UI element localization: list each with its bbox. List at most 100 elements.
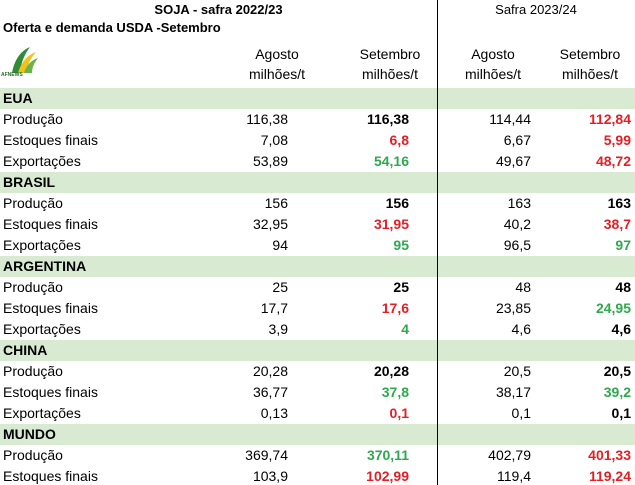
table-row: Estoques finais 103,9 102,99 119,4 119,24 — [0, 466, 635, 485]
value-sep-2223: 116,38 — [366, 111, 409, 127]
col-header-sep-2324: Setembro milhões/t — [559, 46, 621, 82]
row-label: Exportações — [3, 237, 81, 253]
table-row: Produção 156 156 163 163 — [0, 193, 635, 214]
value-aug-2324: 0,1 — [511, 405, 531, 421]
table-row: Exportações 53,89 54,16 49,67 48,72 — [0, 151, 635, 172]
title-right: Safra 2023/24 — [495, 2, 577, 17]
value-sep-2324: 4,6 — [611, 321, 631, 337]
row-label: Produção — [3, 279, 63, 295]
table-row: Estoques finais 7,08 6,8 6,67 5,99 — [0, 130, 635, 151]
section-row: CHINA — [0, 340, 635, 361]
table-row: Produção 369,74 370,11 402,79 401,33 — [0, 445, 635, 466]
value-aug-2324: 23,85 — [495, 300, 531, 316]
value-aug-2223: 7,08 — [260, 132, 288, 148]
row-label: Produção — [3, 111, 63, 127]
table-row: Produção 20,28 20,28 20,5 20,5 — [0, 361, 635, 382]
col-header-aug-2324: Agosto milhões/t — [464, 46, 522, 82]
value-aug-2223: 103,9 — [252, 468, 288, 484]
value-aug-2223: 20,28 — [252, 363, 288, 379]
value-sep-2324: 24,95 — [595, 300, 631, 316]
value-aug-2223: 94 — [272, 237, 288, 253]
row-label: Produção — [3, 363, 63, 379]
value-sep-2324: 48,72 — [595, 153, 631, 169]
col-header-sep-2223: Setembro milhões/t — [359, 46, 421, 82]
value-aug-2324: 114,44 — [489, 111, 531, 127]
value-aug-2324: 4,6 — [511, 321, 531, 337]
section-row: ARGENTINA — [0, 256, 635, 277]
value-sep-2223: 4 — [401, 321, 409, 337]
section-row: BRASIL — [0, 172, 635, 193]
value-aug-2324: 163 — [507, 195, 531, 211]
table-row: Produção 25 25 48 48 — [0, 277, 635, 298]
value-aug-2324: 402,79 — [488, 447, 531, 463]
section-label: MUNDO — [3, 426, 56, 442]
section-row: MUNDO — [0, 424, 635, 445]
value-sep-2324: 20,5 — [603, 363, 631, 379]
value-sep-2223: 54,16 — [373, 153, 409, 169]
row-label: Estoques finais — [3, 216, 98, 232]
value-sep-2223: 95 — [393, 237, 409, 253]
row-label: Exportações — [3, 405, 81, 421]
row-label: Produção — [3, 195, 63, 211]
value-sep-2223: 156 — [385, 195, 409, 211]
value-sep-2324: 112,84 — [588, 111, 631, 127]
title-left: SOJA - safra 2022/23 — [154, 2, 283, 17]
value-aug-2223: 116,38 — [246, 111, 288, 127]
value-sep-2223: 37,8 — [381, 384, 409, 400]
row-label: Estoques finais — [3, 384, 98, 400]
value-aug-2324: 20,5 — [503, 363, 531, 379]
value-sep-2324: 48 — [615, 279, 631, 295]
value-sep-2223: 20,28 — [373, 363, 409, 379]
value-sep-2223: 6,8 — [389, 132, 409, 148]
value-sep-2324: 38,7 — [603, 216, 631, 232]
value-sep-2223: 370,11 — [366, 447, 409, 463]
value-sep-2324: 39,2 — [603, 384, 631, 400]
value-sep-2324: 119,24 — [588, 468, 631, 484]
value-aug-2324: 6,67 — [503, 132, 531, 148]
row-label: Produção — [3, 447, 63, 463]
table-row: Estoques finais 17,7 17,6 23,85 24,95 — [0, 298, 635, 319]
value-aug-2223: 32,95 — [252, 216, 288, 232]
value-sep-2223: 31,95 — [373, 216, 409, 232]
section-label: EUA — [3, 90, 33, 106]
row-label: Exportações — [3, 321, 81, 337]
value-aug-2223: 36,77 — [252, 384, 288, 400]
value-sep-2324: 163 — [607, 195, 631, 211]
subtitle: Oferta e demanda USDA -Setembro — [3, 20, 221, 35]
value-aug-2223: 53,89 — [252, 153, 288, 169]
section-label: CHINA — [3, 342, 48, 358]
value-sep-2324: 97 — [615, 237, 631, 253]
section-row: EUA — [0, 88, 635, 109]
value-aug-2223: 369,74 — [245, 447, 288, 463]
logo-text: AFNEWS — [1, 72, 23, 78]
value-aug-2223: 0,13 — [260, 405, 288, 421]
table-row: Estoques finais 32,95 31,95 40,2 38,7 — [0, 214, 635, 235]
table-row: Estoques finais 36,77 37,8 38,17 39,2 — [0, 382, 635, 403]
value-sep-2324: 5,99 — [603, 132, 631, 148]
value-aug-2223: 17,7 — [260, 300, 288, 316]
value-sep-2324: 0,1 — [611, 405, 631, 421]
value-sep-2223: 0,1 — [389, 405, 409, 421]
col-header-aug-2223: Agosto milhões/t — [248, 46, 306, 82]
value-aug-2324: 96,5 — [503, 237, 531, 253]
value-aug-2223: 3,9 — [268, 321, 288, 337]
value-sep-2223: 25 — [393, 279, 409, 295]
row-label: Estoques finais — [3, 132, 98, 148]
value-sep-2223: 17,6 — [381, 300, 409, 316]
value-aug-2324: 38,17 — [495, 384, 531, 400]
table-row: Exportações 3,9 4 4,6 4,6 — [0, 319, 635, 340]
section-label: ARGENTINA — [3, 258, 87, 274]
row-label: Estoques finais — [3, 468, 98, 484]
value-aug-2223: 156 — [264, 195, 288, 211]
value-aug-2324: 48 — [515, 279, 531, 295]
row-label: Exportações — [3, 153, 81, 169]
value-aug-2324: 40,2 — [503, 216, 531, 232]
value-sep-2223: 102,99 — [366, 468, 409, 484]
column-divider — [437, 0, 438, 485]
table-row: Exportações 0,13 0,1 0,1 0,1 — [0, 403, 635, 424]
value-aug-2324: 119,4 — [497, 468, 531, 484]
table-row: Exportações 94 95 96,5 97 — [0, 235, 635, 256]
row-label: Estoques finais — [3, 300, 98, 316]
afnews-logo-icon — [12, 47, 38, 73]
